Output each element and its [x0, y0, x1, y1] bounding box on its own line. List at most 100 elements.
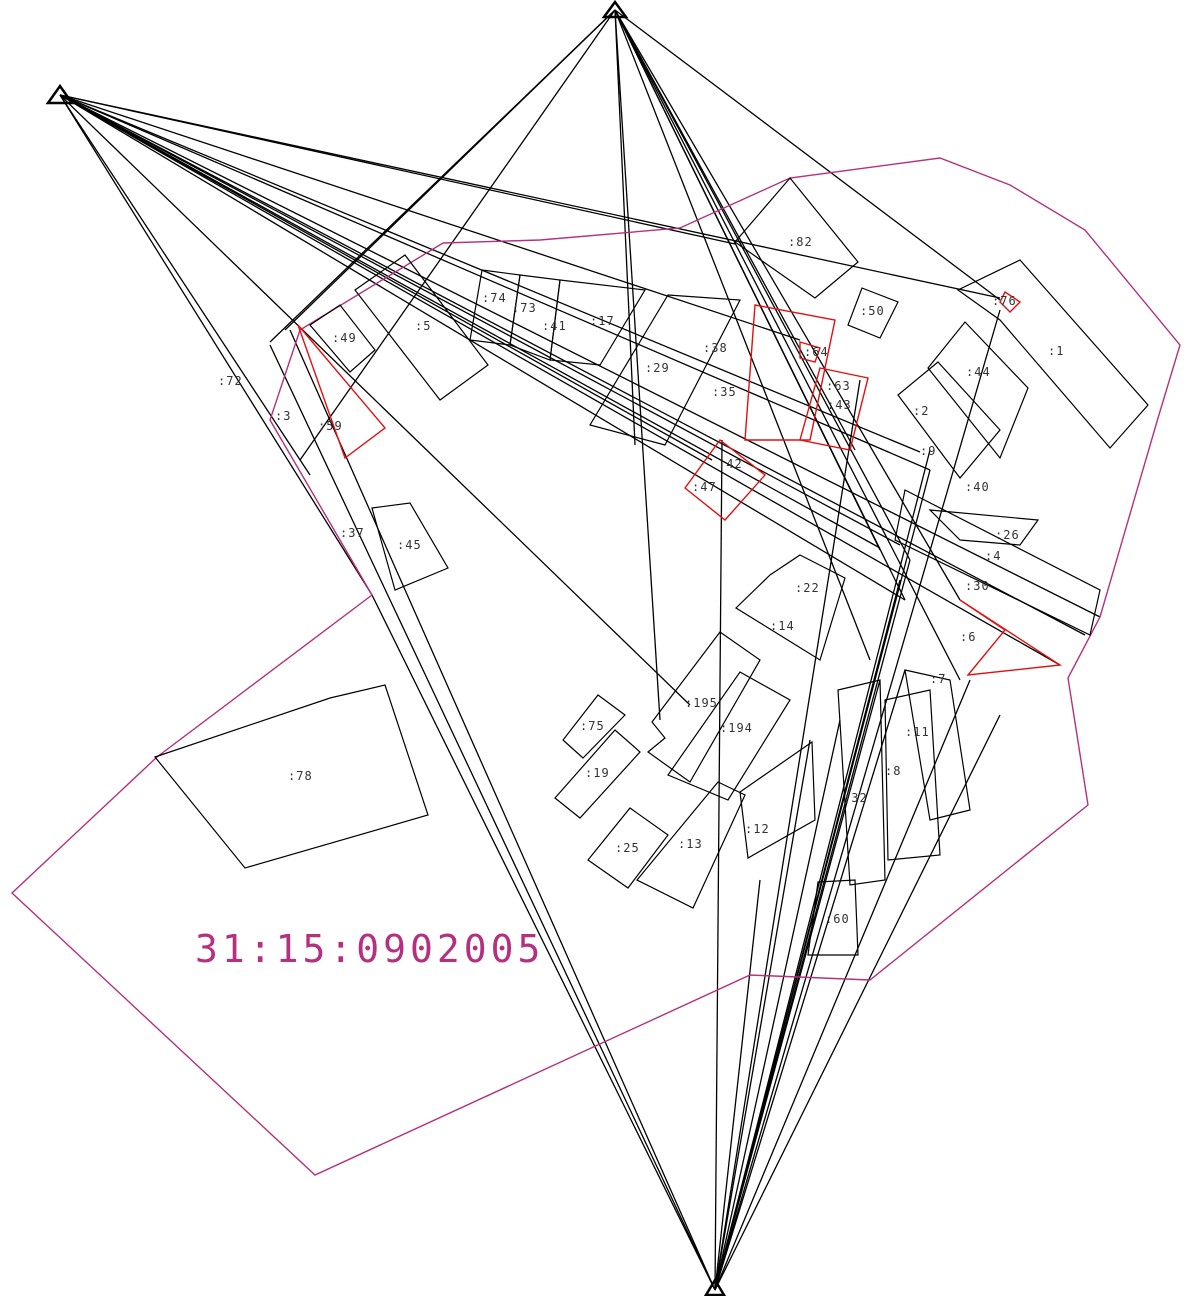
- parcel-label: :9: [920, 444, 936, 458]
- parcel: [667, 671, 791, 801]
- parcel-label: :5: [415, 319, 431, 333]
- parcel-label: :29: [645, 361, 670, 375]
- survey-line: [59, 94, 373, 596]
- station: [703, 1277, 727, 1296]
- parcel-label: :50: [860, 304, 885, 318]
- parcel: [956, 259, 1149, 449]
- survey-line: [269, 9, 616, 343]
- survey-line: [59, 94, 881, 549]
- parcel-label: :41: [542, 319, 567, 333]
- parcel-label: :76: [992, 294, 1017, 308]
- parcel-label: :22: [795, 581, 820, 595]
- parcel: [153, 684, 429, 869]
- parcel-label: :11: [905, 725, 930, 739]
- parcel-label: :2: [913, 404, 929, 418]
- parcel: [509, 274, 561, 361]
- survey-line: [714, 309, 1001, 1291]
- survey-line: [614, 9, 961, 601]
- parcel-label: :43: [827, 398, 852, 412]
- survey-line: [59, 94, 691, 706]
- parcel-label: :25: [615, 841, 640, 855]
- survey-line: [59, 94, 1001, 299]
- survey-line: [614, 9, 871, 661]
- parcel: [837, 679, 886, 886]
- survey-line: [59, 94, 901, 546]
- parcel: [799, 341, 821, 363]
- parcel: [807, 879, 859, 956]
- parcel-label: :42: [718, 457, 743, 471]
- survey-line: [714, 449, 931, 1291]
- survey-line: [59, 94, 1086, 636]
- survey-line: [614, 9, 911, 561]
- parcel-label: :82: [788, 235, 813, 249]
- survey-line: [614, 9, 661, 721]
- parcel-label: :44: [966, 365, 991, 379]
- parcel-label: :30: [965, 579, 990, 593]
- survey-line: [59, 94, 801, 341]
- survey-line: [714, 469, 931, 1291]
- parcel-label: :17: [590, 314, 615, 328]
- parcel: [562, 694, 626, 759]
- parcel-label: :60: [825, 912, 850, 926]
- parcel: [297, 324, 387, 460]
- parcel-label: :45: [397, 538, 422, 552]
- survey-line: [614, 9, 961, 681]
- parcel-label: :14: [770, 619, 795, 633]
- survey-line: [714, 719, 841, 1291]
- station: [45, 83, 75, 105]
- survey-line: [59, 94, 1101, 618]
- survey-line: [714, 439, 723, 1291]
- parcel-label: :73: [512, 301, 537, 315]
- parcel: [589, 294, 741, 446]
- survey-line: [614, 9, 906, 601]
- parcel-label: :35: [712, 385, 737, 399]
- survey-line: [59, 94, 311, 476]
- parcel-label: :47: [692, 480, 717, 494]
- survey-line: [614, 9, 1001, 301]
- parcel: [897, 361, 1001, 479]
- parcel: [894, 489, 1101, 636]
- parcel-label: :19: [585, 766, 610, 780]
- parcel-label: :194: [720, 721, 753, 735]
- survey-line: [59, 94, 931, 471]
- survey-line: [59, 94, 906, 601]
- parcel: [904, 669, 971, 821]
- survey-line: [289, 329, 716, 1291]
- parcel: [999, 290, 1022, 313]
- parcel-label: :40: [965, 480, 990, 494]
- survey-lines: [59, 9, 1101, 1291]
- parcel-label: :78: [288, 769, 313, 783]
- survey-line: [299, 9, 616, 461]
- red-parcels: [297, 290, 1063, 676]
- parcel-label: :6: [960, 630, 976, 644]
- parcel: [636, 781, 746, 909]
- parcel: [734, 177, 859, 299]
- parcel-label: :1: [1048, 344, 1064, 358]
- parcel-label: :75: [580, 719, 605, 733]
- parcel: [799, 367, 869, 451]
- parcel-label: :74: [482, 291, 507, 305]
- survey-line: [714, 714, 1001, 1291]
- parcel-label: :63: [826, 379, 851, 393]
- labels: 31:15:0902005 :82:50:76:1:49:5:74:73:41:…: [195, 235, 1064, 971]
- parcel: [847, 287, 899, 339]
- survey-line: [614, 9, 856, 451]
- parcel-label: :8: [885, 764, 901, 778]
- parcel: [735, 554, 846, 661]
- parcel: [309, 304, 376, 373]
- parcel: [684, 439, 767, 521]
- parcel-label: :37: [340, 526, 365, 540]
- parcel-label: :4: [985, 549, 1001, 563]
- survey-line: [269, 344, 716, 1291]
- survey-line: [714, 679, 881, 1291]
- parcel: [959, 599, 1063, 676]
- parcel-label: :195: [685, 696, 718, 710]
- parcel: [647, 631, 761, 783]
- parcel: [354, 254, 489, 401]
- survey-line: [59, 94, 921, 453]
- parcel-label: :3: [275, 409, 291, 423]
- parcel-label: :38: [703, 341, 728, 355]
- survey-line: [714, 679, 971, 1291]
- parcel: [744, 304, 836, 441]
